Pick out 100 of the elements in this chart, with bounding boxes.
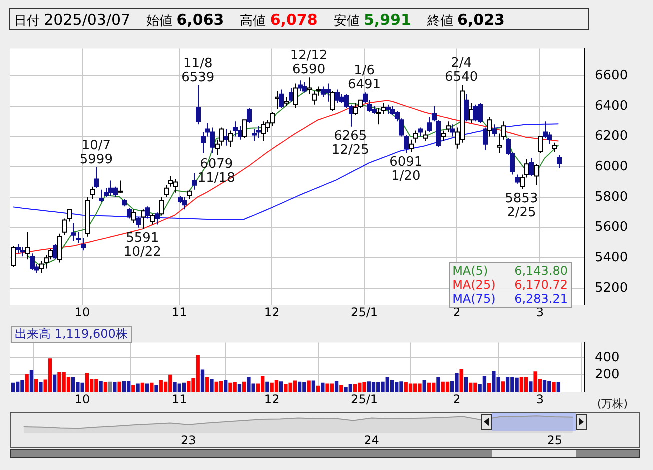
bar: [210, 379, 214, 392]
bar: [520, 378, 524, 392]
text: MA(75): [452, 292, 497, 306]
bar: [487, 383, 492, 392]
candlestick: [159, 196, 164, 216]
bar: [460, 368, 464, 392]
candlestick: [298, 80, 303, 92]
candlestick: [441, 130, 446, 142]
bar: [372, 382, 376, 392]
candlestick: [187, 189, 192, 200]
candlestick: [279, 89, 284, 108]
candlestick: [25, 232, 30, 260]
candlestick: [242, 120, 247, 139]
bar: [552, 382, 556, 392]
y-tick-label: 200: [595, 368, 620, 383]
chart-title: 出来高 1,119,600株: [11, 326, 132, 343]
candlestick: [192, 172, 197, 190]
annotation: 12/12 6590: [290, 48, 328, 78]
annotation: 6,143.80: [514, 264, 568, 278]
bar: [529, 382, 533, 392]
candlestick: [39, 260, 44, 274]
candlestick: [247, 107, 252, 124]
candlestick: [284, 96, 289, 107]
candlestick: [99, 189, 104, 203]
bar: [279, 382, 284, 392]
x-tick-label: 10: [74, 392, 90, 407]
y-tick-label: 5200: [595, 280, 628, 296]
bar: [200, 370, 205, 392]
x-tick-label: 23: [180, 433, 196, 448]
candlestick: [353, 102, 358, 116]
x-tick-label: 12: [264, 306, 280, 320]
bar: [224, 380, 228, 392]
x-tick-label: 11: [172, 392, 188, 407]
bar: [140, 382, 144, 392]
candlestick: [62, 218, 67, 236]
x-tick-label: 3: [536, 392, 544, 407]
y-tick-label: 6600: [595, 68, 628, 84]
candlestick: [30, 253, 35, 271]
annotation: 1/6 6491: [348, 64, 382, 93]
candlestick: [145, 206, 150, 220]
candlestick: [150, 214, 155, 226]
x-tick-label: 10: [74, 306, 90, 320]
annotation: 11/8 6539: [182, 56, 215, 86]
bar: [427, 382, 432, 392]
bar: [53, 374, 57, 392]
bar: [238, 384, 242, 392]
candlestick: [182, 196, 187, 210]
candlestick: [483, 127, 488, 151]
annotation: 10/7 5999: [80, 138, 113, 168]
bar: [154, 385, 158, 392]
candlestick: [20, 247, 25, 258]
candlestick: [492, 124, 497, 138]
candlestick: [67, 209, 72, 222]
candlestick: [155, 212, 160, 226]
text: MA(25): [452, 278, 497, 292]
candlestick: [71, 222, 76, 242]
candlestick: [312, 90, 317, 106]
bar: [542, 380, 547, 392]
bar: [85, 372, 90, 392]
annotation: 5853 2/25: [505, 191, 538, 220]
candlestick: [450, 124, 455, 138]
candlestick: [57, 233, 62, 264]
bar: [501, 382, 506, 392]
bar: [316, 386, 320, 392]
bar: [25, 374, 29, 392]
text: MA(5): [452, 264, 490, 278]
bar: [104, 382, 108, 392]
bar: [242, 382, 246, 392]
candlestick: [196, 84, 201, 126]
candlestick: [302, 82, 307, 94]
bar: [266, 382, 270, 392]
annotation: 2/4 6540: [445, 56, 478, 86]
candlestick: [534, 164, 539, 186]
bar: [132, 385, 136, 392]
x-tick-label: 25/1: [351, 306, 378, 320]
candlestick: [90, 186, 95, 200]
bar: [408, 384, 413, 392]
candlestick: [538, 136, 543, 154]
bar: [219, 381, 224, 392]
bar: [182, 382, 186, 392]
y-tick-label: 5600: [595, 220, 628, 236]
candlestick: [164, 184, 169, 198]
candlestick: [256, 126, 261, 139]
candlestick: [418, 127, 423, 138]
annotation: 5591 10/22: [124, 231, 162, 260]
candlestick: [118, 180, 123, 194]
candlestick: [307, 77, 312, 95]
bar: [150, 382, 154, 392]
candlestick: [427, 116, 432, 133]
bar: [422, 380, 426, 392]
bar: [307, 380, 311, 392]
bar: [312, 380, 316, 392]
candlestick: [261, 121, 266, 142]
bar: [436, 378, 440, 392]
y-tick-label: 6400: [595, 98, 628, 114]
bar: [524, 377, 528, 392]
y-tick-label: 400: [595, 350, 620, 366]
candlestick: [464, 94, 469, 122]
candlestick: [446, 121, 451, 133]
candlestick: [81, 238, 86, 252]
